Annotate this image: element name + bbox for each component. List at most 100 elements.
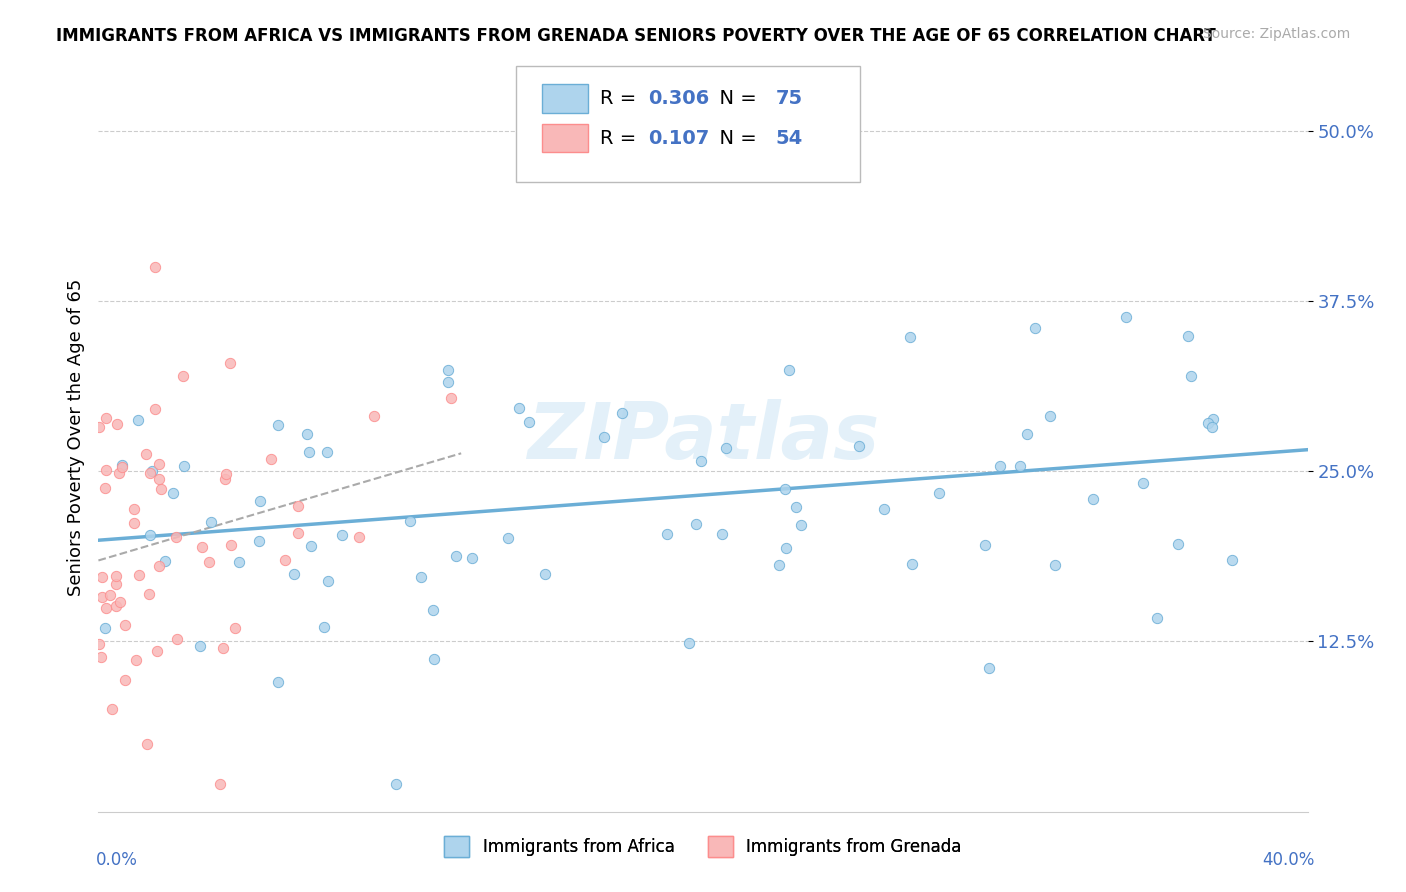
Point: [873, 501, 896, 516]
Point: [534, 566, 557, 581]
Point: [1043, 558, 1066, 572]
Point: [191, 541, 214, 555]
Point: [678, 636, 700, 650]
Point: [141, 464, 163, 478]
Point: [104, 569, 127, 583]
Text: 0.0%: 0.0%: [96, 851, 138, 869]
Point: [172, 368, 194, 383]
Point: [224, 621, 246, 635]
Point: [136, 737, 159, 751]
Point: [900, 557, 922, 571]
Point: [148, 559, 170, 574]
Point: [1177, 329, 1199, 343]
Point: [249, 494, 271, 508]
Point: [1039, 409, 1062, 423]
Point: [1115, 310, 1137, 325]
Point: [312, 620, 335, 634]
Text: 75: 75: [776, 89, 803, 108]
Point: [685, 516, 707, 531]
Point: [508, 401, 530, 416]
Point: [162, 486, 184, 500]
Point: [87, 420, 110, 434]
Point: [188, 639, 211, 653]
Point: [330, 527, 353, 541]
Point: [122, 502, 145, 516]
Point: [974, 538, 997, 552]
Point: [363, 409, 385, 424]
Point: [690, 454, 713, 468]
Point: [198, 555, 221, 569]
Point: [657, 527, 679, 541]
Point: [1008, 459, 1031, 474]
Point: [105, 576, 128, 591]
Point: [107, 466, 129, 480]
Point: [287, 526, 309, 541]
Point: [1180, 368, 1202, 383]
Text: N =: N =: [707, 128, 762, 147]
Bar: [543, 84, 588, 112]
Point: [423, 652, 446, 666]
Point: [114, 618, 136, 632]
Point: [283, 566, 305, 581]
Y-axis label: Seniors Poverty Over the Age of 65: Seniors Poverty Over the Age of 65: [66, 278, 84, 596]
Point: [848, 439, 870, 453]
Point: [110, 594, 132, 608]
Point: [988, 458, 1011, 473]
Point: [461, 551, 484, 566]
Point: [228, 555, 250, 569]
Point: [299, 540, 322, 554]
Point: [1197, 416, 1219, 430]
Text: 0.306: 0.306: [648, 89, 710, 108]
Point: [928, 486, 950, 500]
Point: [411, 570, 433, 584]
Point: [583, 164, 606, 178]
Point: [716, 441, 738, 455]
Point: [260, 452, 283, 467]
Point: [90, 569, 112, 583]
Point: [127, 413, 149, 427]
Point: [165, 530, 187, 544]
Point: [274, 552, 297, 566]
Point: [977, 661, 1000, 675]
Text: R =: R =: [600, 89, 643, 108]
Point: [1220, 553, 1243, 567]
Point: [111, 458, 134, 472]
Point: [900, 330, 922, 344]
Text: R =: R =: [600, 128, 643, 147]
Point: [612, 406, 634, 420]
Point: [128, 567, 150, 582]
Point: [90, 650, 112, 665]
Point: [221, 538, 243, 552]
Text: 40.0%: 40.0%: [1263, 851, 1315, 869]
Point: [143, 260, 166, 274]
Point: [135, 447, 157, 461]
Point: [219, 356, 242, 370]
Point: [94, 621, 117, 635]
Point: [710, 527, 733, 541]
Text: IMMIGRANTS FROM AFRICA VS IMMIGRANTS FROM GRENADA SENIORS POVERTY OVER THE AGE O: IMMIGRANTS FROM AFRICA VS IMMIGRANTS FRO…: [56, 27, 1216, 45]
Point: [93, 481, 115, 495]
Point: [148, 457, 170, 471]
Text: ZIPatlas: ZIPatlas: [527, 399, 879, 475]
Point: [94, 463, 117, 477]
Point: [440, 392, 463, 406]
Point: [105, 417, 128, 431]
Text: 0.107: 0.107: [648, 128, 710, 147]
Point: [101, 702, 124, 716]
Point: [768, 558, 790, 573]
Point: [1132, 476, 1154, 491]
Point: [166, 632, 188, 646]
Point: [215, 467, 238, 481]
Point: [1201, 412, 1223, 426]
Point: [247, 533, 270, 548]
Point: [98, 588, 121, 602]
Point: [437, 363, 460, 377]
Point: [91, 591, 114, 605]
Point: [150, 482, 173, 496]
Point: [785, 500, 807, 514]
Point: [778, 363, 800, 377]
Point: [146, 644, 169, 658]
Point: [212, 640, 235, 655]
Point: [148, 472, 170, 486]
Point: [266, 417, 288, 432]
